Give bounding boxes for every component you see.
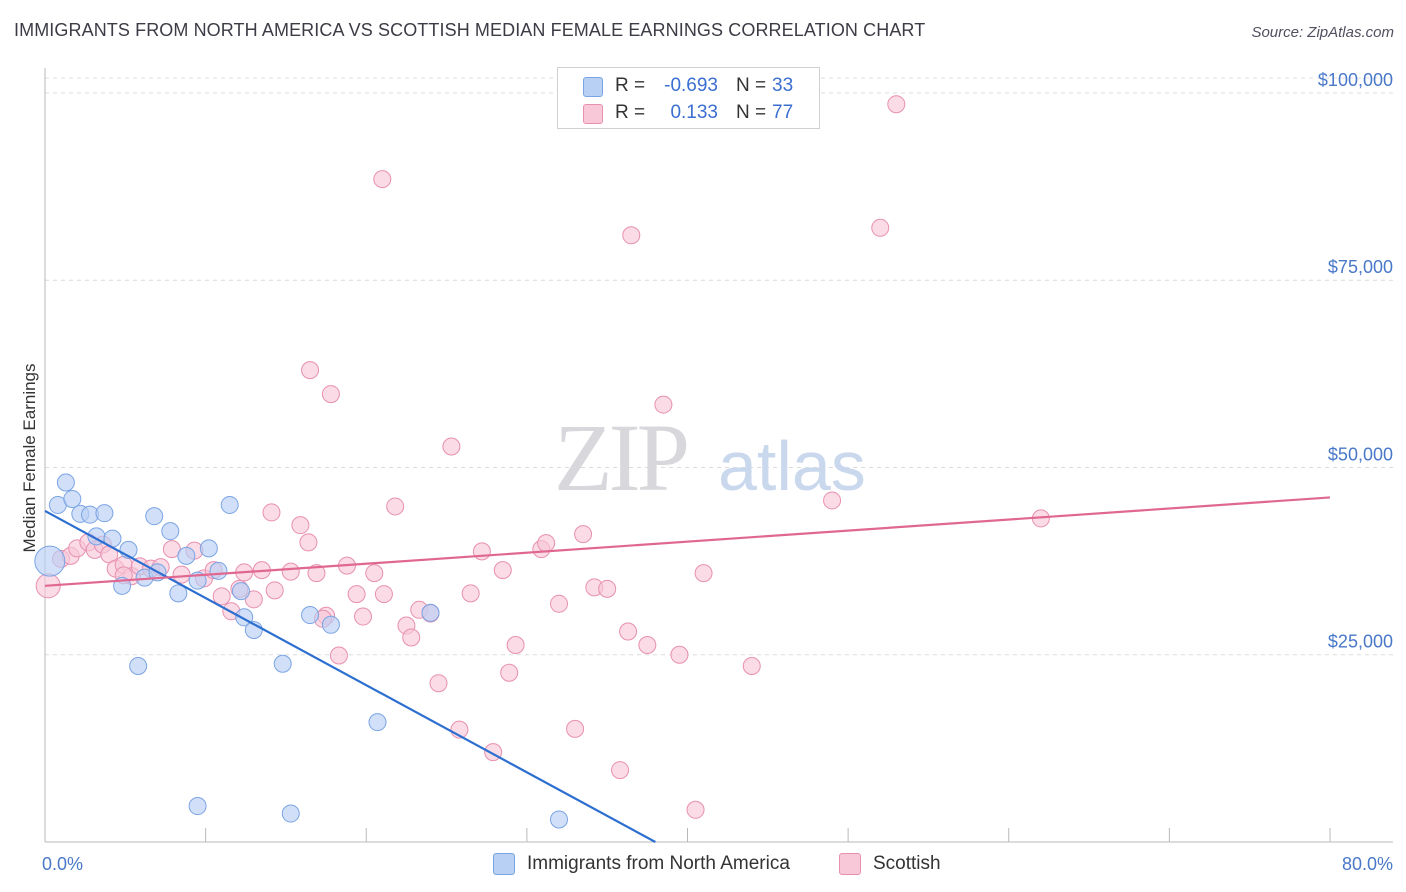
scottish-point (742, 656, 761, 675)
legend-n-value: 77 (772, 102, 794, 123)
trend-lines (44, 496, 1331, 843)
tick-labels: $25,000 $50,000 $75,000 $100,000 0.0% 80.0% (42, 70, 1393, 874)
legend-n-value: 33 (772, 75, 794, 96)
x-tick-label-max: 80.0% (1342, 854, 1393, 874)
scottish-point (307, 564, 326, 583)
scottish-point (461, 584, 480, 603)
immigrants-point (301, 606, 320, 625)
bottom-legend-label-immigrants: Immigrants from North America (527, 853, 790, 874)
x-tick-label-min: 0.0% (42, 854, 83, 874)
scottish-point (566, 719, 585, 738)
immigrants-point (161, 522, 180, 541)
immigrants-point (321, 615, 340, 634)
legend-r-label: R = (615, 102, 646, 123)
immigrants-points (34, 473, 568, 829)
scottish-point (265, 581, 284, 600)
immigrants-point (56, 473, 75, 492)
correlation-legend: R = -0.693 N = 33 R = 0.133 N = 77 (557, 67, 820, 129)
immigrants-point (188, 797, 207, 816)
scottish-point (472, 542, 491, 561)
immigrants-point (209, 561, 228, 580)
scottish-point (500, 663, 519, 682)
chart-title: IMMIGRANTS FROM NORTH AMERICA VS SCOTTIS… (14, 20, 926, 40)
scottish-point (347, 585, 366, 604)
scottish-point (619, 622, 638, 641)
legend-n-label: N = (736, 102, 767, 123)
scottish-point (694, 564, 713, 583)
scottish-point (212, 587, 231, 606)
scottish-point (329, 646, 348, 665)
scottish-point (373, 170, 392, 189)
immigrants-point (231, 582, 250, 601)
y-axis-label: Median Female Earnings (20, 364, 39, 553)
scottish-point (506, 636, 525, 655)
source-note: Source: ZipAtlas.com (1251, 24, 1394, 41)
scottish-point (574, 525, 593, 544)
immigrants-point (95, 504, 114, 523)
bottom-legend-label-scottish: Scottish (873, 853, 941, 874)
scottish-point (244, 590, 263, 609)
scottish-point (493, 561, 512, 580)
scottish-point (365, 564, 384, 583)
watermark-atlas: atlas (718, 427, 866, 505)
bottom-legend-swatch-scottish (839, 853, 861, 875)
immigrants-point (63, 489, 82, 508)
y-tick-label: $25,000 (1328, 632, 1393, 652)
legend-swatch-immigrants (583, 77, 603, 97)
immigrants-point (145, 507, 164, 526)
immigrants-point (550, 810, 568, 829)
scottish-trend-line (44, 496, 1331, 587)
y-tick-label: $50,000 (1328, 444, 1393, 464)
immigrants-trend-line (44, 509, 656, 843)
scottish-point (598, 579, 617, 598)
scottish-point (442, 437, 461, 456)
scottish-point (429, 674, 448, 693)
scottish-point (686, 800, 705, 819)
immigrants-point (421, 603, 440, 622)
axes (44, 68, 1393, 843)
scottish-point (281, 562, 300, 581)
scottish-point (299, 533, 318, 552)
immigrants-point (129, 656, 148, 675)
immigrants-point (220, 495, 239, 514)
legend-r-value: 0.133 (670, 102, 718, 123)
scottish-point (301, 361, 320, 380)
scottish-point (402, 628, 421, 647)
scottish-point (638, 636, 657, 655)
immigrants-point (34, 545, 66, 577)
scottish-point (611, 761, 630, 780)
legend-swatch-scottish (583, 104, 603, 124)
scottish-point (172, 565, 191, 584)
scottish-point (871, 218, 890, 237)
y-tick-label: $75,000 (1328, 257, 1393, 277)
scottish-point (321, 385, 340, 404)
legend-r-value: -0.693 (664, 75, 718, 96)
legend-r-label: R = (615, 75, 646, 96)
scottish-point (386, 497, 405, 516)
immigrants-point (368, 713, 387, 732)
immigrants-point (281, 804, 300, 823)
scottish-point (537, 534, 556, 553)
scottish-points (35, 95, 1050, 819)
scottish-point (374, 585, 393, 604)
y-tick-label: $100,000 (1318, 70, 1393, 90)
scottish-point (654, 395, 673, 414)
scottish-point (291, 516, 310, 535)
legend-n-label: N = (736, 75, 767, 96)
immigrants-point (177, 546, 196, 565)
scottish-point (262, 503, 281, 522)
watermark-zip: ZIP (554, 404, 687, 511)
scottish-point (823, 491, 842, 510)
watermark: ZIP atlas (554, 404, 866, 511)
scottish-point (670, 645, 689, 664)
scottish-point (622, 226, 641, 245)
bottom-legend-swatch-immigrants (493, 853, 515, 875)
immigrants-point (199, 539, 218, 558)
scottish-point (354, 607, 373, 626)
immigrants-point (273, 654, 292, 673)
scottish-point (550, 594, 568, 613)
scottish-point (887, 95, 906, 114)
immigrants-point (169, 584, 188, 603)
